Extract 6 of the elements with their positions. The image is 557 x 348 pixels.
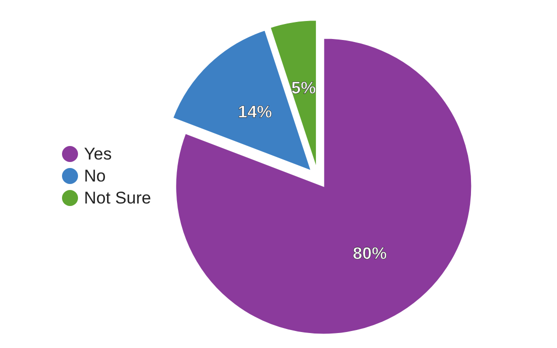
data-label: 5% — [291, 78, 316, 98]
legend-label: Not Sure — [84, 188, 152, 208]
legend-label: No — [84, 166, 106, 186]
data-label: 14% — [238, 102, 272, 122]
legend-label: Yes — [84, 144, 112, 164]
data-label: 80% — [352, 244, 387, 263]
